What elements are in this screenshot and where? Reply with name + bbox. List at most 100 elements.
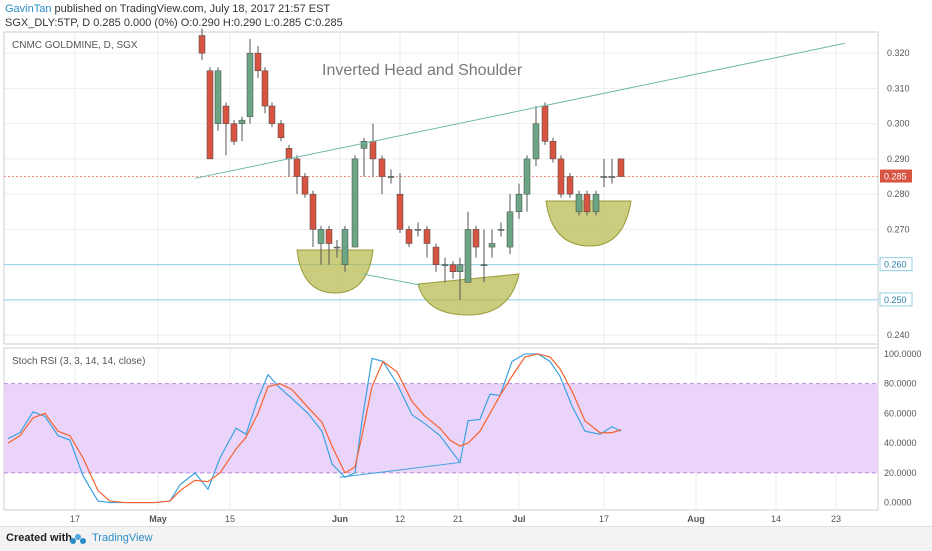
candle-down: [309, 193, 317, 230]
candle-down: [285, 148, 293, 160]
rsi-lines: [7, 353, 622, 504]
candle-up: [600, 176, 608, 178]
candle-down: [261, 70, 269, 107]
candle-down: [277, 123, 285, 139]
candle-down: [449, 264, 457, 272]
candle-up: [592, 193, 600, 213]
last-price-tag: [880, 169, 912, 183]
price-tick-label: 0.310: [887, 83, 910, 93]
candle-up: [238, 119, 246, 124]
candle-down: [405, 229, 413, 244]
support-tag-label: 0.260: [884, 260, 907, 270]
x-tick-label: May: [149, 514, 167, 524]
price-tick-label: 0.280: [887, 189, 910, 199]
rsi-tick-label: 40.0000: [884, 438, 917, 448]
candle-up: [497, 229, 505, 231]
candle-up: [317, 229, 325, 244]
rsi-band-lines: [4, 383, 878, 474]
candle-down: [541, 105, 549, 142]
last-price-tag-label: 0.285: [884, 172, 907, 182]
candle-up: [488, 243, 496, 248]
support-tag: [879, 292, 913, 307]
rsi-divergence-line: [339, 461, 461, 478]
price-tick-label: 0.270: [887, 224, 910, 234]
candle-down: [325, 229, 333, 244]
candle-down: [268, 105, 276, 124]
rsi-band: [4, 383, 878, 473]
price-tick-label: 0.320: [887, 48, 910, 58]
trendline[interactable]: [194, 42, 846, 179]
candle-up: [575, 193, 583, 213]
candle-up: [341, 229, 349, 265]
candle-down: [198, 35, 206, 54]
candle-up: [360, 141, 368, 149]
candle-down: [583, 193, 591, 213]
rsi-y-ticks: 100.0000 80.0000 60.0000 40.0000 20.0000 0.00…: [884, 349, 922, 508]
neck-connector: [362, 273, 421, 286]
author-link[interactable]: GavinTan: [5, 3, 52, 15]
candle-down: [206, 70, 214, 160]
rsi-label: Stoch RSI (3, 3, 14, 14, close): [12, 356, 145, 367]
rsi-line-k: [7, 353, 622, 504]
x-tick-label: Jul: [512, 514, 525, 524]
candle-down: [254, 52, 262, 72]
support-tag: [879, 257, 913, 272]
x-tick-label: 21: [453, 514, 463, 524]
candle-down: [293, 158, 301, 177]
price-tags: 0.260 0.250 0.285: [879, 169, 913, 307]
candle-down: [549, 141, 557, 160]
candle-up: [523, 158, 531, 195]
pattern-title: Inverted Head and Shoulder: [322, 62, 523, 79]
x-tick-label: 14: [771, 514, 781, 524]
right-shoulder-shape[interactable]: [545, 200, 632, 247]
chart-canvas[interactable]: Inverted Head and Shoulder CNMC GOLDMINE…: [0, 0, 932, 526]
candle-up: [515, 193, 523, 213]
rsi-tick-label: 20.0000: [884, 468, 917, 478]
candle-up: [506, 211, 514, 248]
candle-up: [532, 123, 540, 160]
x-tick-label: 17: [70, 514, 80, 524]
x-tick-label: 17: [599, 514, 609, 524]
x-tick-label: 12: [395, 514, 405, 524]
candle-down: [617, 158, 625, 177]
price-tick-label: 0.240: [887, 330, 910, 340]
left-shoulder-shape[interactable]: [296, 249, 374, 294]
symbol-label: CNMC GOLDMINE, D, SGX: [12, 40, 138, 51]
candle-up: [608, 176, 616, 178]
tradingview-logo-icon[interactable]: [68, 532, 88, 546]
candle-down: [432, 246, 440, 265]
x-tick-label: Aug: [687, 514, 705, 524]
x-tick-label: Jun: [332, 514, 348, 524]
rsi-tick-label: 0.0000: [884, 498, 912, 508]
candle-up: [441, 264, 449, 266]
candle-up: [414, 229, 422, 231]
candle-down: [396, 193, 404, 230]
rsi-line-d: [7, 353, 622, 504]
symbol-ohlc-line: SGX_DLY:5TP, D 0.285 0.000 (0%) O:0.290 …: [5, 17, 343, 29]
head-shape[interactable]: [417, 273, 520, 316]
candle-up: [214, 70, 222, 124]
published-text: published on TradingView.com, July 18, 2…: [54, 3, 331, 15]
x-tick-label: 15: [225, 514, 235, 524]
candle-down: [369, 141, 377, 160]
publish-header: GavinTan published on TradingView.com, J…: [5, 3, 330, 15]
x-ticks: 17 May 15 Jun 12 21 Jul 17 Aug 14 23: [70, 514, 841, 524]
candlesticks[interactable]: [198, 28, 625, 300]
tradingview-brand[interactable]: TradingView: [92, 532, 153, 544]
rsi-tick-label: 80.0000: [884, 379, 917, 389]
price-tick-label: 0.300: [887, 119, 910, 129]
candle-up: [351, 158, 359, 248]
candle-down: [378, 158, 386, 177]
x-tick-label: 23: [831, 514, 841, 524]
candle-up: [456, 264, 464, 272]
candle-down: [423, 229, 431, 244]
price-tick-label: 0.290: [887, 154, 910, 164]
candle-down: [566, 176, 574, 195]
created-with-text: Created with: [6, 532, 73, 544]
candle-down: [557, 158, 565, 195]
footer-bar: Created with TradingView: [0, 526, 932, 551]
rsi-tick-label: 60.0000: [884, 408, 917, 418]
candle-up: [387, 176, 395, 178]
rsi-tick-label: 100.0000: [884, 349, 922, 359]
head-shoulder-shapes[interactable]: [296, 200, 632, 316]
